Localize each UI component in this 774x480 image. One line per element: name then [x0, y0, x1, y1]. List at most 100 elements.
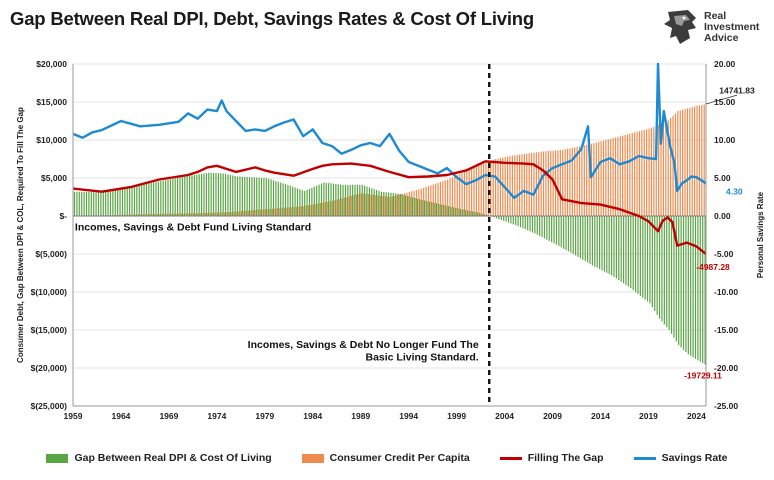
gap-bar — [133, 186, 136, 216]
gap-bar — [143, 184, 145, 216]
annotation-bottom-line-2: Basic Living Standard. — [365, 351, 478, 363]
gap-bar — [675, 216, 677, 342]
gap-bar — [589, 216, 591, 264]
gap-bar — [651, 216, 653, 308]
credit-bar — [485, 162, 487, 216]
gap-bar — [325, 182, 327, 216]
x-tick-label: 1979 — [255, 411, 274, 421]
credit-bar — [634, 132, 636, 216]
gap-bar — [553, 216, 555, 244]
credit-bar — [415, 190, 418, 216]
credit-bar — [149, 214, 151, 216]
eagle-logo-icon — [664, 10, 696, 44]
credit-bar — [260, 209, 262, 216]
credit-bar — [243, 210, 245, 216]
gap-bar — [512, 216, 514, 225]
gap-bar — [411, 197, 414, 216]
credit-bar — [487, 161, 490, 216]
gap-bar — [260, 177, 263, 216]
credit-bar — [236, 211, 238, 216]
gap-bar — [308, 188, 311, 216]
gap-bar — [658, 216, 661, 319]
credit-bar — [327, 201, 329, 216]
credit-bar — [214, 212, 216, 216]
gap-bar — [539, 216, 541, 236]
credit-bar — [583, 145, 585, 216]
gap-bar — [112, 190, 114, 216]
gap-bar — [97, 192, 100, 216]
gap-bar — [433, 202, 435, 216]
gap-bar — [232, 175, 234, 216]
y-tick-label: $- — [59, 211, 67, 221]
gap-bar — [88, 192, 90, 216]
gap-bar — [150, 183, 152, 216]
credit-bar — [463, 171, 466, 216]
credit-bar — [120, 214, 123, 216]
gap-bar — [563, 216, 565, 249]
gap-bar — [366, 186, 368, 216]
y2-tick-label: 5.00 — [714, 173, 731, 183]
credit-bar — [224, 212, 226, 216]
gap-bar — [423, 200, 426, 216]
credit-bar — [586, 144, 588, 216]
gap-bar — [498, 216, 500, 220]
legend-item-credit: Consumer Credit Per Capita — [301, 448, 470, 468]
credit-bar — [298, 206, 300, 216]
y-tick-label: $(10,000) — [31, 287, 68, 297]
credit-bar — [288, 207, 290, 216]
credit-bar — [459, 174, 461, 216]
gap-bar — [253, 177, 255, 216]
credit-bar — [581, 145, 583, 216]
x-tick-label: 1974 — [207, 411, 226, 421]
gap-bar — [428, 201, 430, 216]
gap-bar — [644, 216, 646, 300]
legend-label: Gap Between Real DPI & Cost Of Living — [74, 452, 272, 464]
credit-bar — [684, 109, 686, 216]
credit-bar — [571, 147, 573, 216]
credit-bar — [358, 193, 360, 216]
chart-legend: Gap Between Real DPI & Cost Of Living Con… — [0, 448, 774, 468]
x-tick-label: 1959 — [64, 411, 83, 421]
credit-bar — [130, 214, 132, 216]
gap-bar — [414, 197, 416, 216]
credit-bar — [286, 207, 288, 216]
gap-bar — [404, 195, 406, 216]
credit-bar — [343, 197, 346, 216]
credit-bar — [168, 213, 171, 216]
x-tick-labels: 1959 1964 1969 1974 1979 1984 1989 1994 1999 2004… — [64, 411, 707, 421]
gap-bar — [613, 216, 615, 277]
y2-tick-label: 10.00 — [714, 135, 736, 145]
credit-bar — [483, 163, 485, 216]
credit-bar — [614, 137, 617, 216]
credit-bar — [346, 197, 348, 216]
credit-bar — [576, 146, 578, 216]
credit-bar — [276, 208, 279, 216]
x-tick-label: 1984 — [303, 411, 322, 421]
y-tick-label: $5,000 — [41, 173, 67, 183]
credit-bar — [461, 173, 463, 216]
credit-bar — [490, 160, 492, 216]
gap-bar — [78, 191, 80, 216]
credit-bar — [562, 149, 564, 216]
credit-bar — [542, 151, 545, 216]
gap-bar — [138, 185, 140, 216]
credit-bar — [353, 195, 355, 216]
gap-bar — [584, 216, 586, 262]
credit-bar — [351, 195, 353, 216]
gap-bar — [330, 183, 332, 216]
credit-bar — [406, 192, 408, 216]
credit-bar — [578, 146, 581, 216]
legend-item-savings: Savings Rate — [633, 448, 728, 468]
y-tick-label: $(5,000) — [35, 249, 67, 259]
gap-bar — [217, 173, 219, 216]
gap-bar — [642, 216, 644, 298]
credit-bar — [336, 199, 338, 216]
gap-bar — [105, 191, 107, 216]
gap-bar — [373, 189, 375, 216]
y2-axis-title: Personal Savings Rate — [756, 191, 765, 278]
gap-bar — [587, 216, 589, 263]
gap-bar — [380, 191, 383, 216]
credit-bar — [602, 140, 605, 216]
credit-bar — [650, 127, 653, 216]
gap-bar — [193, 174, 195, 216]
